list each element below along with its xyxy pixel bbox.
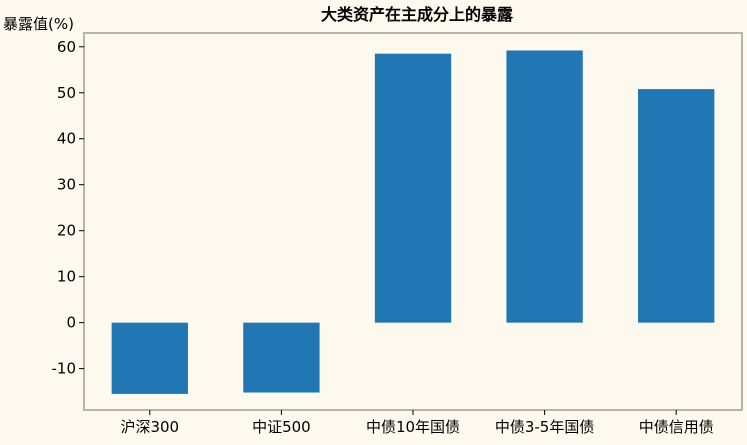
bar-3 [506, 50, 583, 323]
chart-title: 大类资产在主成分上的暴露 [321, 5, 514, 24]
y-tick-label-0: -10 [52, 360, 77, 378]
y-tick-label-3: 20 [57, 222, 76, 240]
bars-layer [111, 50, 715, 394]
y-tick-label-1: 0 [66, 314, 76, 332]
x-tick-label-1: 中证500 [252, 418, 311, 436]
x-tick-label-3: 中债3-5年国债 [495, 418, 595, 436]
y-tick-label-7: 60 [57, 38, 76, 56]
y-tick-label-2: 10 [57, 268, 76, 286]
y-tick-label-4: 30 [57, 176, 76, 194]
bar-0 [111, 322, 188, 394]
y-axis-label: 暴露值(%) [3, 15, 74, 33]
bar-4 [638, 89, 715, 323]
x-axis-ticks: 沪深300 中证500 中债10年国债 中债3-5年国债 中债信用债 [120, 410, 714, 436]
y-axis-ticks: -10 0 10 20 30 40 50 60 [52, 38, 84, 378]
bar-1 [243, 322, 320, 393]
x-tick-label-0: 沪深300 [120, 418, 179, 436]
bar-2 [374, 53, 452, 323]
y-tick-label-5: 40 [57, 130, 76, 148]
x-tick-label-2: 中债10年国债 [366, 418, 460, 436]
x-tick-label-4: 中债信用债 [639, 418, 714, 436]
y-tick-label-6: 50 [57, 84, 76, 102]
